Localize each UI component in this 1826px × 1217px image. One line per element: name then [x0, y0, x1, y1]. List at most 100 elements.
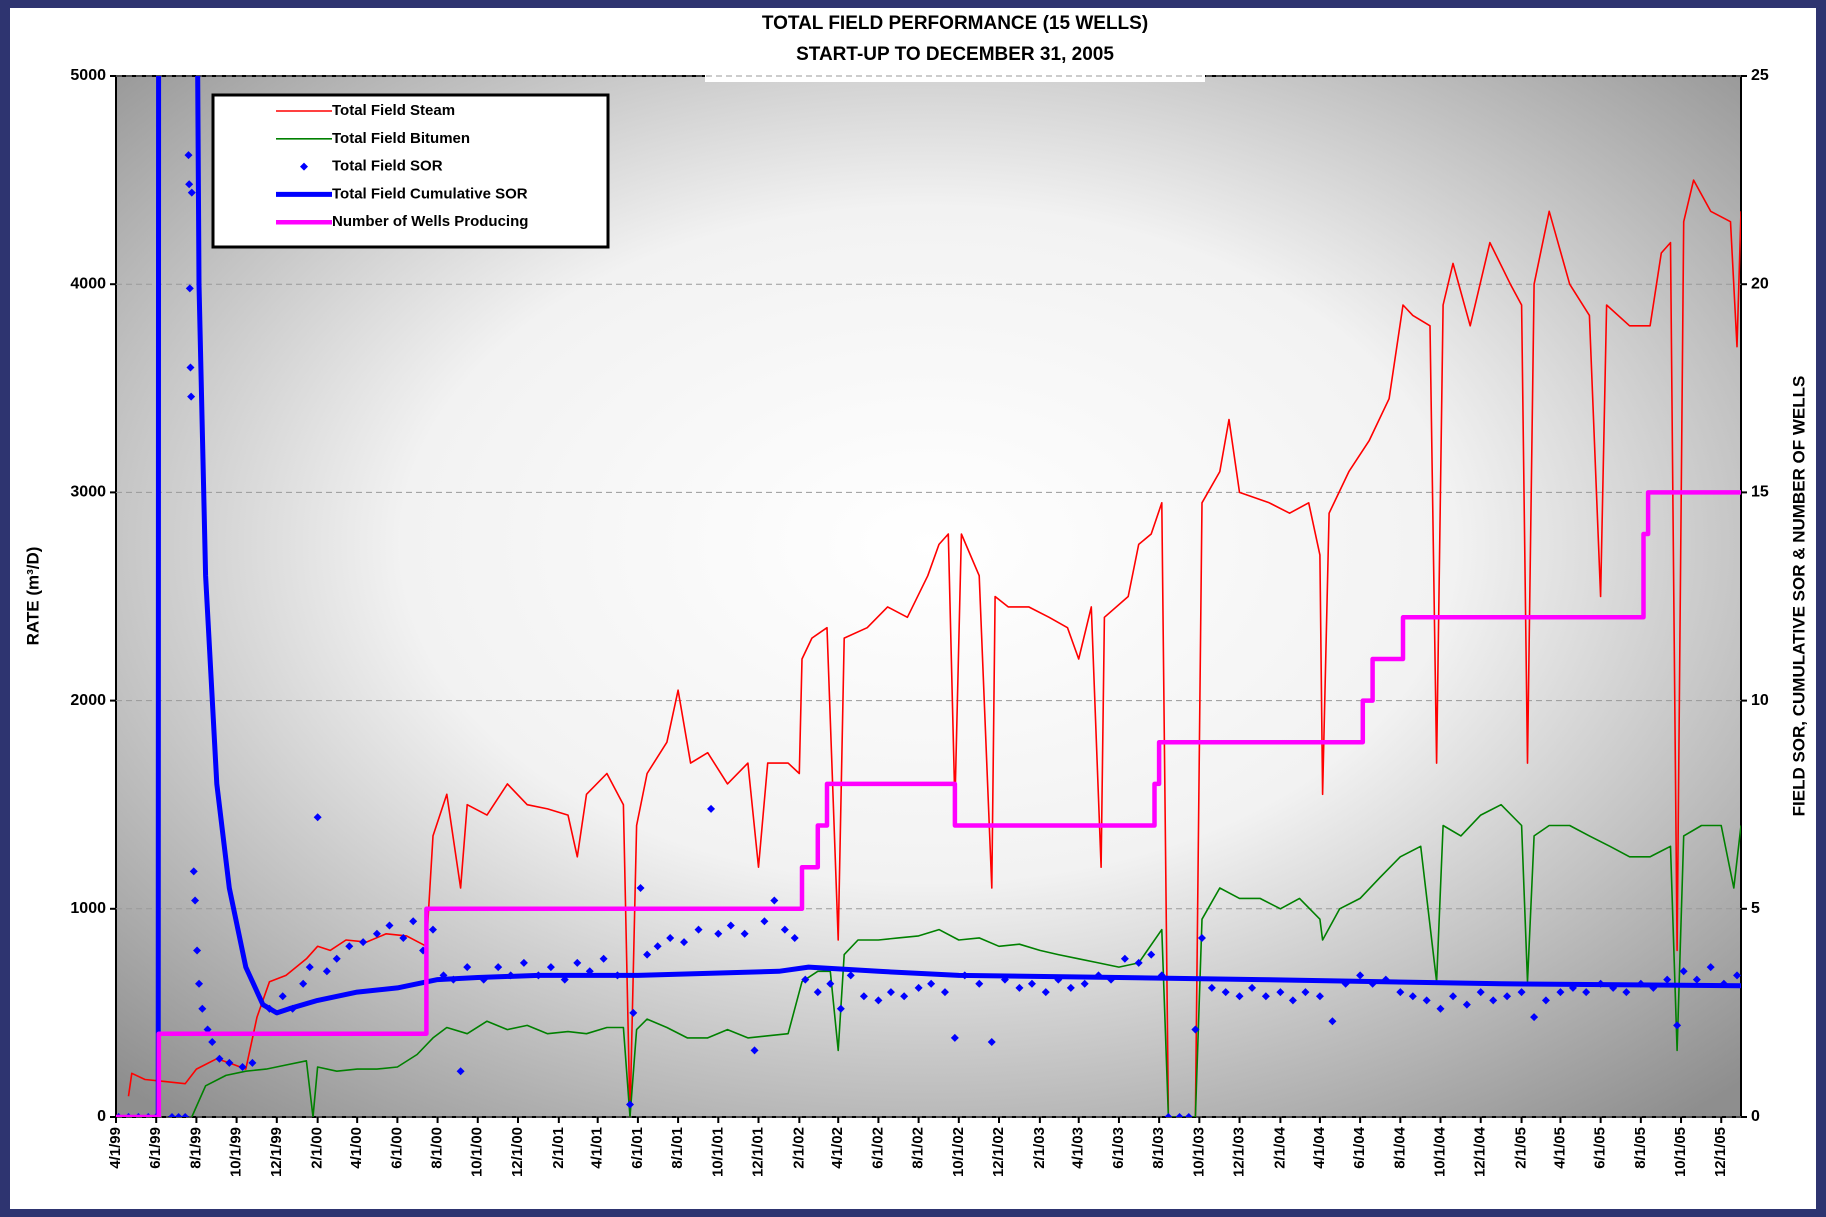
x-tick-label: 10/1/00	[469, 1127, 486, 1177]
sor-point	[299, 979, 308, 988]
sor-point	[208, 1038, 217, 1047]
sor-point	[1663, 975, 1672, 984]
x-tick-label: 12/1/99	[268, 1127, 285, 1177]
x-tick-label: 4/1/04	[1311, 1126, 1328, 1168]
sor-point	[1622, 988, 1631, 997]
x-tick-label: 8/1/03	[1150, 1127, 1167, 1169]
x-tick-label: 6/1/01	[629, 1127, 646, 1169]
sor-point	[181, 1113, 190, 1117]
legend-label: Total Field SOR	[332, 158, 443, 175]
sor-point	[187, 188, 196, 197]
x-tick-label: 6/1/05	[1592, 1127, 1609, 1169]
y2-tick-label: 5	[1751, 900, 1760, 917]
sor-point	[168, 1113, 177, 1117]
sor-point	[409, 917, 418, 926]
sor-point	[1041, 988, 1050, 997]
sor-point	[629, 1008, 638, 1017]
sor-point	[1422, 996, 1431, 1005]
sor-point	[519, 958, 528, 967]
y2-axis-label: FIELD SOR, CUMULATIVE SOR & NUMBER OF WE…	[1789, 376, 1808, 817]
sor-point	[1673, 1021, 1682, 1030]
sor-point	[740, 929, 749, 938]
sor-point	[1184, 1113, 1193, 1117]
sor-point	[1556, 988, 1565, 997]
sor-point	[636, 883, 645, 892]
x-tick-label: 8/1/02	[910, 1127, 927, 1169]
sor-point	[1288, 996, 1297, 1005]
sor-point	[1120, 954, 1129, 963]
sor-point	[1489, 996, 1498, 1005]
sor-point	[1408, 992, 1417, 1001]
sor-point	[1080, 979, 1089, 988]
sor-point	[1235, 992, 1244, 1001]
sor-point	[653, 942, 662, 951]
series-line	[191, 803, 1741, 1117]
x-tick-label: 6/1/03	[1110, 1127, 1127, 1169]
sor-point	[760, 917, 769, 926]
x-tick-label: 10/1/04	[1431, 1126, 1448, 1177]
sor-point	[215, 1054, 224, 1063]
sor-point	[1221, 988, 1230, 997]
sor-point	[1582, 988, 1591, 997]
series-layer	[116, 76, 1741, 1117]
x-tick-label: 12/1/04	[1472, 1126, 1489, 1177]
sor-point	[238, 1063, 247, 1072]
sor-point	[278, 992, 287, 1001]
y-tick-label: 4000	[70, 275, 106, 292]
sor-point	[643, 950, 652, 959]
x-tick-label: 12/1/00	[509, 1127, 526, 1177]
sor-point	[1248, 983, 1257, 992]
sor-point	[714, 929, 723, 938]
grid	[116, 75, 1741, 1118]
sor-point	[189, 867, 198, 876]
x-tick-label: 6/1/00	[388, 1127, 405, 1169]
y-tick-label: 5000	[70, 67, 106, 84]
title-box	[705, 66, 1205, 82]
sor-point	[836, 1004, 845, 1013]
sor-point	[191, 896, 200, 905]
x-tick-label: 2/1/01	[550, 1127, 567, 1169]
x-tick-label: 6/1/99	[147, 1127, 164, 1169]
sor-point	[305, 963, 314, 972]
x-tick-label: 8/1/00	[429, 1127, 446, 1169]
sor-point	[1175, 1113, 1184, 1117]
sor-point	[1027, 979, 1036, 988]
y2-tick-label: 25	[1751, 67, 1769, 84]
sor-point	[494, 963, 503, 972]
sor-point	[666, 933, 675, 942]
sor-point	[694, 925, 703, 934]
sor-point	[372, 929, 381, 938]
sor-point	[1276, 988, 1285, 997]
sor-point	[1328, 1017, 1337, 1026]
chart-subtitle: START-UP TO DECEMBER 31, 2005	[796, 44, 1114, 65]
sor-point	[456, 1067, 465, 1076]
legend: Total Field Steam Total Field Bitumen Tota…	[211, 93, 610, 249]
plot-area	[115, 75, 1742, 1118]
axes: 0 1000 2000 3000 4000 5000 0 5 10 15 20 25 4/1/99 6/1…	[70, 67, 1768, 1177]
x-tick-label: 2/1/02	[790, 1127, 807, 1169]
legend-marker	[300, 162, 308, 171]
sor-point	[1706, 963, 1715, 972]
sor-point	[707, 804, 716, 813]
legend-label: Total Field Bitumen	[332, 130, 470, 147]
sor-point	[975, 979, 984, 988]
x-tick-label: 2/1/05	[1513, 1127, 1530, 1169]
sor-point	[1134, 958, 1143, 967]
sor-point	[770, 896, 779, 905]
sor-point	[1356, 971, 1365, 980]
sor-point	[726, 921, 735, 930]
x-tick-label: 12/1/05	[1712, 1127, 1729, 1177]
sor-point	[790, 933, 799, 942]
sor-point	[1530, 1013, 1539, 1022]
sor-point	[680, 938, 689, 947]
x-tick-label: 10/1/03	[1190, 1127, 1207, 1177]
x-tick-label: 10/1/05	[1672, 1127, 1689, 1177]
sor-point	[359, 938, 368, 947]
x-tick-label: 12/1/02	[990, 1127, 1007, 1177]
sor-point	[914, 983, 923, 992]
legend-label: Total Field Steam	[332, 102, 455, 119]
sor-point	[187, 392, 196, 401]
chart-title: TOTAL FIELD PERFORMANCE (15 WELLS)	[762, 13, 1148, 34]
x-tick-label: 4/1/03	[1070, 1127, 1087, 1169]
